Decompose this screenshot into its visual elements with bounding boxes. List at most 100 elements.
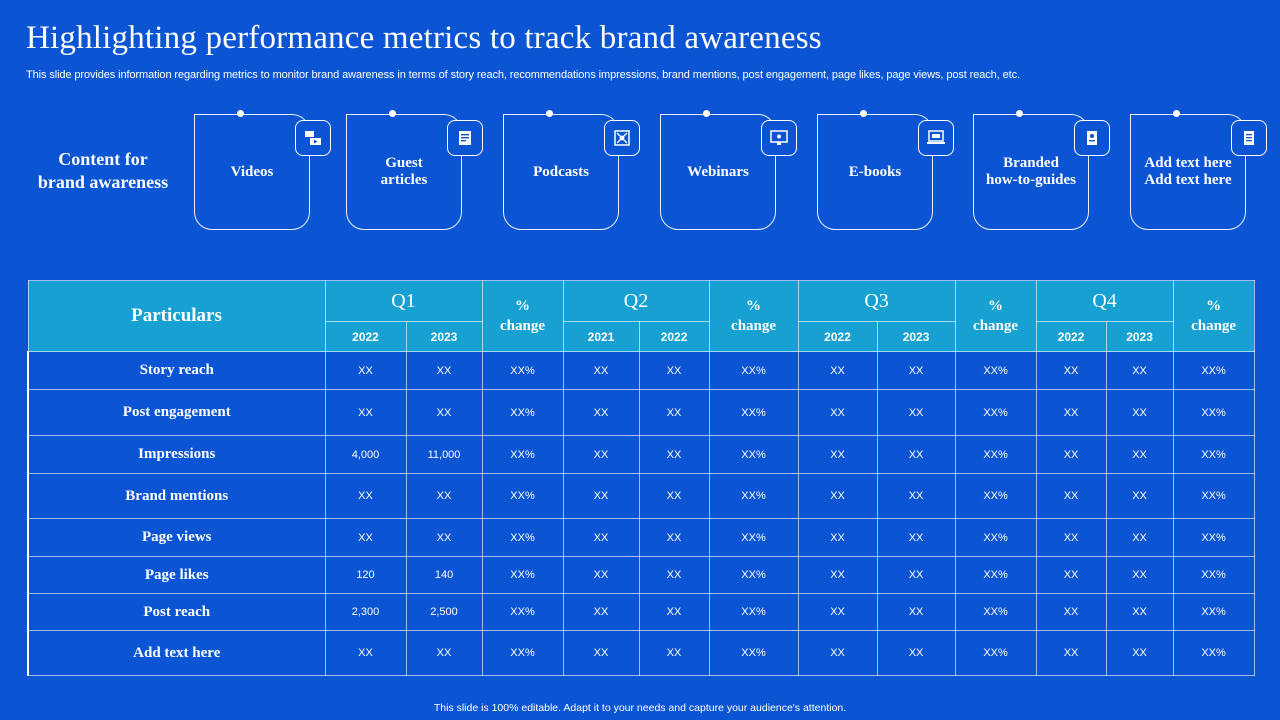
table-cell: XX% [708,593,799,631]
table-row: Post engagement XX XX XX% XX XX XX% XX XX XX% XX XX… [27,389,1255,436]
table-cell: XX% [481,351,564,390]
table-cell: XX% [1172,593,1255,631]
table-cell: XX [638,389,710,436]
particulars-header: Particulars [27,280,326,352]
year-header: 2023 [876,321,956,352]
table-cell: XX [562,630,640,676]
table-cell: XX [797,630,878,676]
table-cell: XX% [708,630,799,676]
table-cell: XX% [954,556,1037,594]
table-cell: XX% [1172,351,1255,390]
connector-dot [389,110,396,117]
table-cell: XX [797,435,878,474]
table-cell: 120 [324,556,407,594]
table-cell: XX [1105,556,1174,594]
table-cell: XX [638,435,710,474]
connector-dot [1173,110,1180,117]
table-cell: XX [405,473,483,519]
table-cell: XX% [481,389,564,436]
table-cell: XX [1035,556,1107,594]
row-label: Impressions [27,435,326,474]
table-cell: XX [1035,351,1107,390]
webinar-icon [761,120,797,156]
table-cell: XX [405,630,483,676]
quarter-header: Q3 [797,280,956,322]
year-header: 2022 [797,321,878,352]
table-cell: XX [324,473,407,519]
table-row: Post reach 2,300 2,500 XX% XX XX XX% XX XX XX% XX X… [27,593,1255,631]
metrics-table: Particulars Q1% change Q2% change Q3% chang… [27,280,1255,676]
table-cell: XX [876,556,956,594]
table-cell: XX [1035,435,1107,474]
table-row: Brand mentions XX XX XX% XX XX XX% XX XX XX% XX XX X… [27,473,1255,519]
table-cell: XX% [954,351,1037,390]
table-cell: 11,000 [405,435,483,474]
podcast-icon [604,120,640,156]
table-cell: XX [405,518,483,557]
video-icon [295,120,331,156]
guide-icon [1074,120,1110,156]
table-cell: XX [1035,518,1107,557]
content-card: Add text here Add text here [1130,110,1267,230]
table-cell: XX% [481,473,564,519]
table-cell: XX [1105,351,1174,390]
card-label: E-books [848,163,902,180]
table-cell: XX [876,351,956,390]
year-header: 2023 [405,321,483,352]
table-cell: XX% [708,473,799,519]
table-cell: XX [876,473,956,519]
card-label: Podcasts [533,163,589,180]
quarter-header: Q1 [324,280,483,322]
table-cell: 2,300 [324,593,407,631]
card-label: Add text here Add text here [1144,155,1232,188]
percent-change-header: % change [481,280,564,352]
card-label: Webinars [687,163,749,180]
table-cell: XX [1035,389,1107,436]
year-header: 2022 [638,321,710,352]
table-cell: XX% [708,518,799,557]
table-cell: XX [1105,630,1174,676]
table-cell: XX% [708,389,799,436]
table-cell: XX [1035,473,1107,519]
content-label: Content for brand awareness [37,149,169,192]
table-cell: XX [638,351,710,390]
table-row: Story reach XX XX XX% XX XX XX% XX XX XX% XX XX XX% [27,351,1255,390]
percent-change-header: % change [708,280,799,352]
row-label: Page likes [27,556,326,594]
slide-subtitle: This slide provides information regardin… [26,69,1020,81]
table-cell: XX% [708,351,799,390]
table-cell: XX% [481,593,564,631]
table-cell: XX% [954,630,1037,676]
table-cell: XX [638,593,710,631]
table-row: Add text here XX XX XX% XX XX XX% XX XX XX% XX XX XX… [27,630,1255,676]
content-card: Videos [194,110,331,230]
table-cell: XX [562,435,640,474]
table-cell: XX% [1172,518,1255,557]
connector-dot [860,110,867,117]
table-cell: XX [797,518,878,557]
ebook-icon [918,120,954,156]
table-cell: XX [562,518,640,557]
table-cell: XX [797,389,878,436]
table-cell: XX [324,630,407,676]
table-cell: XX [876,593,956,631]
table-cell: XX [638,630,710,676]
table-cell: XX% [1172,556,1255,594]
table-cell: 2,500 [405,593,483,631]
percent-change-header: % change [954,280,1037,352]
table-cell: 4,000 [324,435,407,474]
table-row: Page views XX XX XX% XX XX XX% XX XX XX% XX XX XX% [27,518,1255,557]
table-cell: XX [876,435,956,474]
table-cell: XX% [954,593,1037,631]
slide-footer: This slide is 100% editable. Adapt it to… [433,702,847,714]
table-cell: XX [797,473,878,519]
table-cell: XX [1035,630,1107,676]
table-cell: XX% [954,518,1037,557]
table-cell: XX [797,351,878,390]
article-icon [447,120,483,156]
table-row: Impressions 4,000 11,000 XX% XX XX XX% XX XX XX% X… [27,435,1255,474]
slide-title: Highlighting performance metrics to trac… [26,20,822,56]
table-cell: XX [876,518,956,557]
table-cell: XX [876,630,956,676]
table-cell: XX% [1172,630,1255,676]
